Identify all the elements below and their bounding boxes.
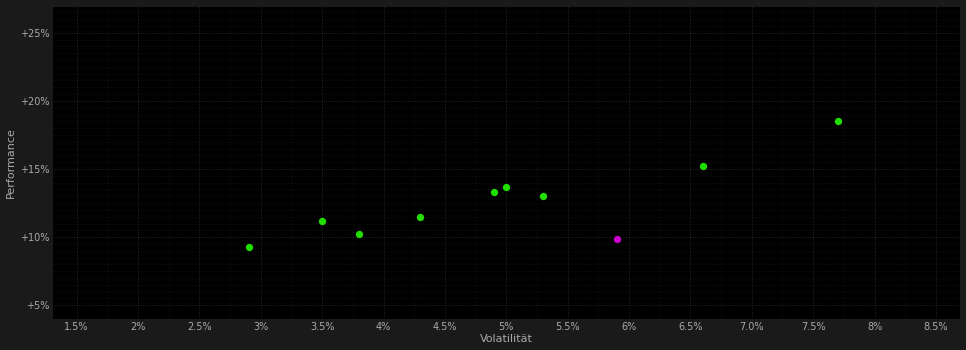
Point — [535, 194, 551, 199]
Point — [498, 184, 514, 190]
Point — [241, 244, 256, 250]
X-axis label: Volatilität: Volatilität — [480, 335, 532, 344]
Point — [609, 236, 624, 241]
Point — [486, 189, 501, 195]
Point — [695, 163, 710, 169]
Point — [315, 218, 330, 224]
Point — [412, 214, 428, 219]
Point — [830, 119, 845, 124]
Point — [352, 232, 367, 237]
Y-axis label: Performance: Performance — [6, 127, 15, 198]
